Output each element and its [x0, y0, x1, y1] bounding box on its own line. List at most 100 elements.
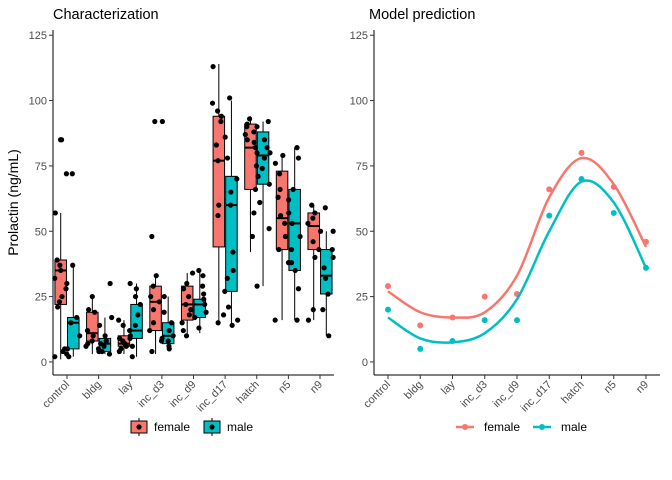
data-point-female [244, 124, 250, 130]
data-point-male [610, 209, 617, 216]
data-point-female [218, 113, 224, 119]
data-point-male [325, 291, 331, 297]
data-point-female [55, 304, 61, 310]
data-point-female [92, 309, 98, 315]
data-point-male [106, 351, 113, 357]
data-point-female [610, 183, 617, 190]
data-point-female [90, 333, 96, 339]
data-point-female [147, 327, 153, 334]
data-point-male [295, 155, 302, 161]
data-point-male [192, 314, 198, 321]
data-point-female [52, 275, 58, 281]
box-female [275, 170, 289, 251]
data-point-female [210, 63, 216, 70]
data-point-female [209, 100, 216, 106]
data-point-male [286, 210, 292, 216]
data-point-male [129, 343, 135, 349]
data-point-male [230, 249, 236, 255]
y-tick-label: 50 [35, 226, 47, 238]
y-tick-label: 75 [356, 161, 368, 173]
data-point-male [135, 312, 141, 318]
legend-key-dot [136, 424, 142, 430]
y-tick-label: 50 [356, 226, 368, 238]
data-point-male [227, 202, 234, 208]
legend-label-female: female [484, 420, 520, 434]
data-point-female [213, 142, 219, 148]
data-point-female [150, 283, 156, 289]
data-point-male [259, 165, 265, 172]
y-tick-label: 125 [350, 30, 368, 42]
box-male [288, 188, 301, 271]
data-point-male [254, 283, 260, 289]
x-tick-label: n9 [634, 379, 651, 396]
x-tick-label: control [40, 379, 72, 411]
x-tick-label: control [361, 379, 393, 411]
data-point-female [179, 320, 185, 326]
legend-label-male: male [227, 420, 253, 434]
x-tick-label: hatch [559, 379, 587, 407]
data-point-male [170, 333, 176, 339]
data-point-male [69, 171, 75, 177]
data-point-male [449, 338, 456, 345]
data-point-male [159, 335, 165, 342]
data-point-male [132, 322, 138, 328]
data-point-female [218, 118, 224, 125]
box-female [212, 115, 226, 248]
data-point-female [150, 320, 157, 326]
data-point-female [312, 210, 318, 216]
left-legend: female male [130, 418, 253, 436]
data-point-male [235, 317, 241, 323]
data-point-female [252, 145, 259, 151]
data-point-female [276, 246, 282, 253]
x-tick-label: n5 [602, 379, 619, 396]
data-point-female [180, 286, 187, 292]
data-point-female [309, 202, 315, 208]
data-point-male [203, 309, 209, 315]
data-point-male [288, 260, 295, 266]
data-point-male [224, 155, 231, 161]
data-point-female [84, 327, 91, 334]
data-point-male [166, 327, 172, 334]
data-point-female [272, 317, 278, 323]
data-point-male [294, 317, 300, 323]
data-point-male [101, 343, 107, 349]
data-point-male [481, 317, 488, 324]
data-point-male [320, 307, 326, 313]
data-point-male [643, 264, 649, 271]
data-point-female [149, 233, 155, 240]
data-point-female [86, 307, 92, 313]
data-point-female [251, 129, 257, 135]
box-female [244, 123, 257, 190]
data-point-female [305, 220, 311, 227]
data-point-female [159, 118, 165, 125]
y-tick-label: 0 [41, 357, 47, 369]
data-point-female [249, 233, 256, 240]
data-point-female [59, 293, 65, 300]
data-point-female [214, 108, 221, 114]
data-point-male [227, 95, 233, 101]
data-point-male [199, 283, 206, 289]
data-point-male [222, 288, 228, 294]
data-point-male [261, 137, 268, 143]
data-point-male [64, 346, 71, 352]
data-point-male [326, 333, 332, 339]
data-point-female [183, 301, 189, 308]
data-point-female [254, 150, 260, 156]
right-axes: 0 25 50 75 100 125 control bldg lay inc_d3 inc_d9i… [350, 30, 660, 414]
data-point-female [153, 273, 159, 279]
data-point-male [64, 280, 70, 287]
data-point-female [277, 212, 284, 219]
data-point-male [161, 293, 167, 300]
data-point-male [133, 286, 139, 292]
data-point-female [186, 293, 192, 300]
data-point-female [481, 293, 488, 300]
data-point-male [385, 306, 391, 313]
data-point-male [292, 267, 298, 274]
data-point-female [89, 293, 95, 300]
data-point-male [103, 338, 109, 344]
box-male [320, 249, 333, 295]
data-point-male [578, 175, 585, 182]
data-point-female [310, 307, 316, 313]
legend-label-female: female [154, 420, 190, 434]
data-point-female [123, 343, 129, 349]
